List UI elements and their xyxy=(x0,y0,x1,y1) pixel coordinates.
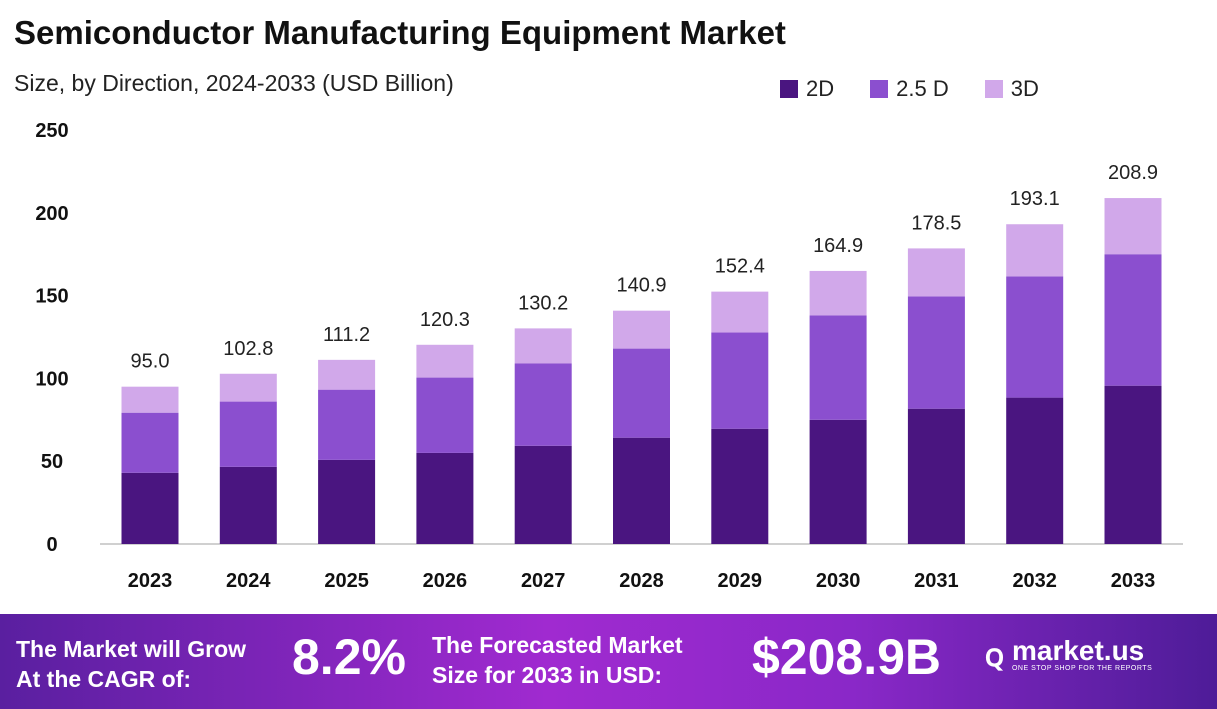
chart-subtitle: Size, by Direction, 2024-2033 (USD Billi… xyxy=(14,70,454,96)
bar-segment-2D-2028 xyxy=(613,437,670,544)
bar-segment-3D-2032 xyxy=(1006,224,1064,277)
bar-segment-2D-2033 xyxy=(1104,385,1162,544)
bar-segment-25D-2031 xyxy=(907,296,965,409)
x-tick-label: 2033 xyxy=(1111,570,1156,592)
legend-label: 2D xyxy=(806,76,835,101)
total-label: 164.9 xyxy=(813,235,863,257)
cagr-label: The Market will Grow xyxy=(16,636,247,662)
total-label: 193.1 xyxy=(1010,188,1060,210)
legend: 2D 2.5 D 3D xyxy=(780,76,1039,102)
legend-item-3d: 3D xyxy=(984,76,1039,102)
bar-segment-2D-2026 xyxy=(416,452,474,544)
bar-segment-2D-2027 xyxy=(514,445,572,544)
bar-segment-25D-2027 xyxy=(514,363,572,446)
bar-segment-25D-2028 xyxy=(613,348,670,438)
forecast-label: The Forecasted Market xyxy=(432,632,683,658)
legend-label: 3D xyxy=(1010,76,1039,101)
total-label: 111.2 xyxy=(323,324,370,346)
bar-segment-2D-2032 xyxy=(1006,397,1064,544)
total-label: 102.8 xyxy=(223,338,273,360)
logo-name: market.us xyxy=(1011,635,1145,666)
y-tick-label: 0 xyxy=(46,534,57,556)
x-tick-label: 2031 xyxy=(914,570,959,592)
total-label: 178.5 xyxy=(911,212,961,234)
bar-segment-2D-2029 xyxy=(711,428,769,544)
total-label: 95.0 xyxy=(131,351,170,373)
bar-segment-25D-2032 xyxy=(1006,276,1064,398)
cagr-label-2: At the CAGR of: xyxy=(16,666,192,692)
bar-segment-3D-2027 xyxy=(514,328,572,364)
summary-banner: The Market will Grow At the CAGR of: 8.2%… xyxy=(0,614,1217,709)
cagr-value: 8.2% xyxy=(292,629,406,685)
total-label: 208.9 xyxy=(1108,162,1158,184)
bar-segment-3D-2026 xyxy=(416,344,474,378)
total-label: 120.3 xyxy=(420,309,470,331)
bar-segment-3D-2025 xyxy=(318,359,376,390)
bar-segment-3D-2031 xyxy=(907,248,965,297)
chart-title: Semiconductor Manufacturing Equipment Ma… xyxy=(14,14,786,51)
total-label: 152.4 xyxy=(715,256,765,278)
legend-label: 2.5 D xyxy=(896,76,949,101)
y-tick-label: 250 xyxy=(35,120,68,142)
chart-plot: 0 50 100 150 200 250 95.0 2023 102.8 2024 111.2 202… xyxy=(35,120,1183,592)
logo-tagline: ONE STOP SHOP FOR THE REPORTS xyxy=(1011,665,1153,672)
x-tick-label: 2028 xyxy=(619,570,664,592)
x-tick-label: 2023 xyxy=(128,570,173,592)
bar-segment-2D-2031 xyxy=(907,408,965,544)
x-tick-label: 2025 xyxy=(324,570,369,592)
bar-segment-3D-2029 xyxy=(711,291,769,333)
legend-item-2-5d: 2.5 D xyxy=(870,76,949,102)
total-label: 130.2 xyxy=(518,292,568,314)
x-tick-label: 2029 xyxy=(718,570,763,592)
x-tick-label: 2026 xyxy=(423,570,468,592)
bar-segment-25D-2024 xyxy=(219,401,277,467)
bar-segment-3D-2023 xyxy=(121,386,179,413)
legend-item-2d: 2D xyxy=(780,76,834,102)
y-tick-label: 200 xyxy=(35,203,68,225)
bar-segment-3D-2028 xyxy=(613,310,670,349)
bar-segment-3D-2033 xyxy=(1104,198,1162,255)
bar-segment-2D-2023 xyxy=(121,472,179,544)
x-tick-label: 2030 xyxy=(816,570,861,592)
bar-segment-25D-2023 xyxy=(121,412,179,473)
y-tick-label: 150 xyxy=(35,286,68,308)
y-tick-label: 50 xyxy=(41,451,63,473)
bar-segment-25D-2029 xyxy=(711,332,769,429)
x-tick-label: 2027 xyxy=(521,570,566,592)
forecast-value: $208.9B xyxy=(752,629,942,685)
total-label: 140.9 xyxy=(616,275,666,297)
bar-segment-2D-2025 xyxy=(318,459,376,544)
x-tick-label: 2024 xyxy=(226,570,271,592)
bar-segment-25D-2026 xyxy=(416,377,474,453)
market-us-logo: ꞯ market.us ONE STOP SHOP FOR THE REPORTS xyxy=(985,634,1152,675)
bar-segment-25D-2033 xyxy=(1104,254,1162,386)
logo-icon: ꞯ xyxy=(985,640,1004,673)
bar-segment-2D-2030 xyxy=(809,419,867,544)
bar-segment-25D-2030 xyxy=(809,315,867,420)
bar-segment-3D-2030 xyxy=(809,270,867,316)
bar-segment-3D-2024 xyxy=(219,373,277,402)
bar-segment-25D-2025 xyxy=(318,389,376,460)
forecast-label-2: Size for 2033 in USD: xyxy=(432,662,663,688)
bar-segment-2D-2024 xyxy=(219,466,277,544)
x-tick-label: 2032 xyxy=(1012,570,1057,592)
y-tick-label: 100 xyxy=(35,368,68,390)
